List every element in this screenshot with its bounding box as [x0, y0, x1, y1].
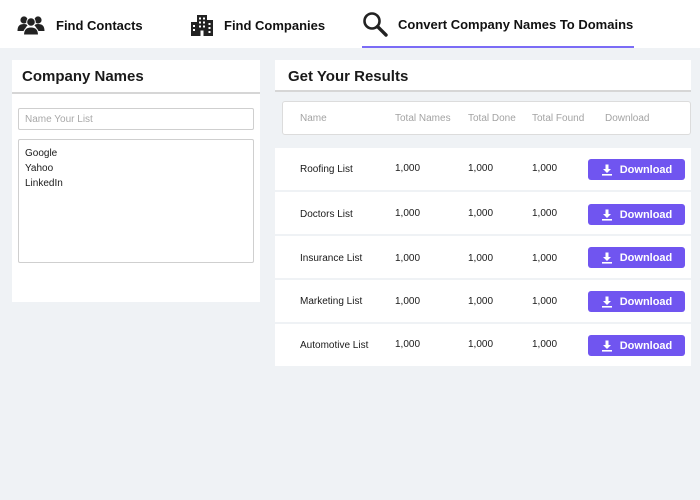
nav-find-companies[interactable]: Find Companies [190, 10, 325, 40]
company-names-title: Company Names [22, 68, 144, 85]
nav-find-companies-label: Find Companies [224, 17, 326, 33]
download-icon [601, 209, 613, 221]
row-total-found: 1,000 [532, 163, 558, 174]
row-total-found: 1,000 [532, 296, 558, 307]
top-navigation: Find Contacts Find Companies [0, 0, 700, 48]
nav-find-contacts[interactable]: Find Contacts [16, 10, 143, 40]
download-icon [601, 296, 613, 308]
row-name: Doctors List [300, 209, 353, 220]
row-total-done: 1,000 [468, 163, 494, 174]
table-row: Roofing List 1,000 1,000 1,000 Download [275, 148, 691, 190]
nav-find-contacts-label: Find Contacts [56, 17, 143, 33]
row-name: Automotive List [300, 340, 369, 351]
column-header-total-found: Total Found [532, 113, 585, 124]
download-label: Download [619, 208, 673, 221]
column-header-total-names: Total Names [395, 113, 451, 124]
nav-convert-label: Convert Company Names To Domains [398, 16, 634, 32]
row-total-names: 1,000 [395, 208, 421, 219]
row-total-done: 1,000 [468, 296, 494, 307]
download-label: Download [619, 163, 673, 176]
table-row: Automotive List 1,000 1,000 1,000 Downlo… [275, 324, 691, 366]
download-icon [601, 164, 613, 176]
column-header-download: Download [605, 113, 650, 124]
download-button[interactable]: Download [588, 291, 685, 312]
row-total-names: 1,000 [395, 339, 421, 350]
row-total-names: 1,000 [395, 163, 421, 174]
panel-divider [12, 92, 260, 94]
row-total-found: 1,000 [532, 339, 558, 350]
download-label: Download [619, 339, 673, 352]
users-icon [16, 14, 46, 36]
download-label: Download [619, 295, 673, 308]
row-total-done: 1,000 [468, 339, 494, 350]
column-header-name: Name [300, 113, 327, 124]
building-icon [190, 13, 214, 37]
download-label: Download [619, 251, 673, 264]
download-button[interactable]: Download [588, 159, 685, 180]
row-name: Marketing List [300, 296, 363, 307]
download-button[interactable]: Download [588, 204, 685, 225]
nav-convert-company-names[interactable]: Convert Company Names To Domains [362, 8, 635, 48]
list-name-input[interactable] [18, 108, 254, 130]
row-name: Roofing List [300, 164, 353, 175]
row-total-done: 1,000 [468, 208, 494, 219]
results-panel: Get Your Results [275, 60, 691, 92]
row-total-done: 1,000 [468, 253, 494, 264]
row-total-names: 1,000 [395, 253, 421, 264]
row-total-names: 1,000 [395, 296, 421, 307]
results-table-header: Name Total Names Total Done Total Found … [282, 101, 691, 135]
results-divider [275, 90, 691, 92]
download-button[interactable]: Download [588, 247, 685, 268]
company-names-panel: Company Names [12, 60, 260, 302]
download-icon [601, 340, 613, 352]
table-row: Insurance List 1,000 1,000 1,000 Downloa… [275, 236, 691, 278]
download-button[interactable]: Download [588, 335, 685, 356]
row-total-found: 1,000 [532, 208, 558, 219]
table-row: Marketing List 1,000 1,000 1,000 Downloa… [275, 280, 691, 322]
results-title: Get Your Results [288, 68, 409, 85]
company-names-textarea[interactable] [18, 139, 254, 263]
column-header-total-done: Total Done [468, 113, 516, 124]
search-icon [362, 11, 388, 37]
row-total-found: 1,000 [532, 253, 558, 264]
download-icon [601, 252, 613, 264]
table-row: Doctors List 1,000 1,000 1,000 Download [275, 192, 691, 234]
row-name: Insurance List [300, 253, 363, 264]
